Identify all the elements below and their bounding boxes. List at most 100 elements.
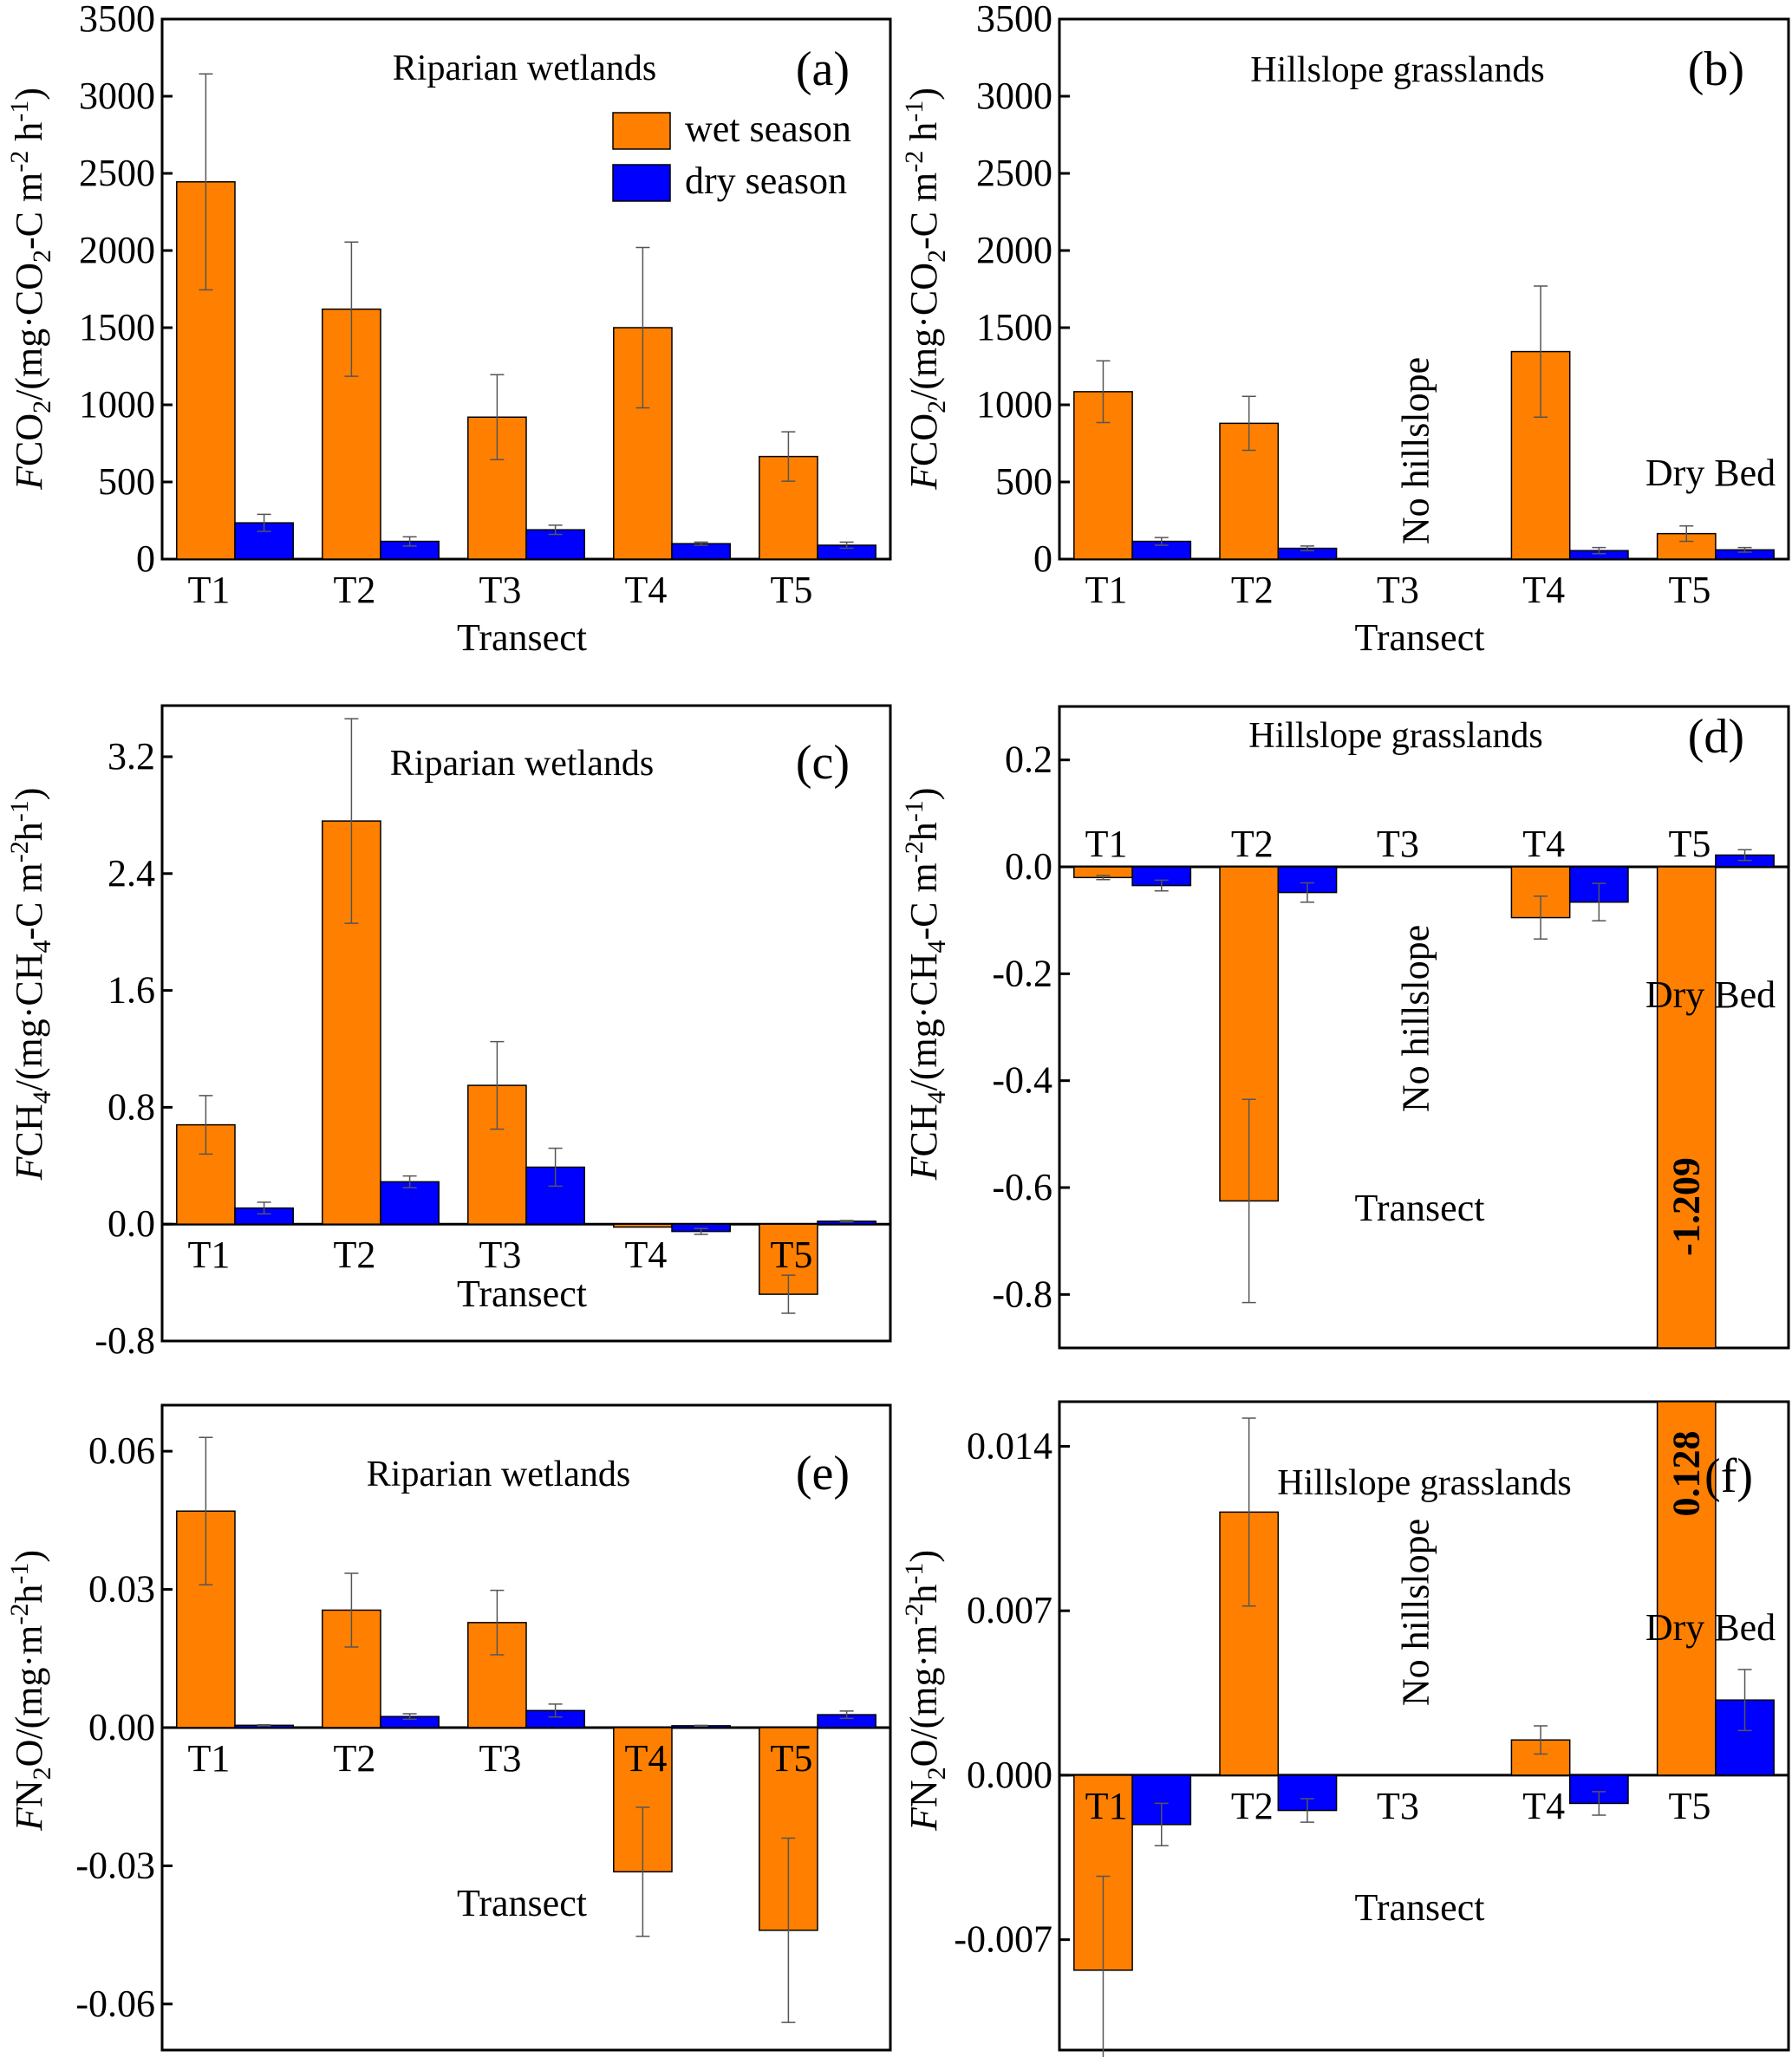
y-axis-label-part: 2 bbox=[922, 1767, 951, 1780]
dry-bed-note: Dry Bed bbox=[1645, 1606, 1776, 1649]
no-hillslope-note: No hillslope bbox=[1395, 1519, 1437, 1706]
no-hillslope-note: No hillslope bbox=[1395, 357, 1437, 544]
x-tick-label: T1 bbox=[188, 1234, 231, 1276]
y-tick-label: 1000 bbox=[79, 383, 155, 426]
y-tick-label: 2500 bbox=[79, 152, 155, 194]
x-tick-label: T2 bbox=[1231, 823, 1274, 865]
plot-frame bbox=[1058, 1400, 1790, 2052]
y-tick-label: 0.000 bbox=[967, 1754, 1052, 1796]
x-tick-label: T5 bbox=[1668, 569, 1711, 611]
y-tick-label: 2500 bbox=[976, 152, 1052, 194]
y-tick-label: 1500 bbox=[976, 306, 1052, 348]
x-tick-label: T2 bbox=[1231, 569, 1274, 611]
y-axis-label-part: -2 bbox=[900, 841, 929, 863]
y-tick-label: 0.03 bbox=[88, 1568, 155, 1611]
x-tick-label: T1 bbox=[1085, 823, 1128, 865]
y-tick-label: 0.0 bbox=[108, 1202, 155, 1245]
x-axis-label: Transect bbox=[457, 1273, 587, 1315]
y-axis-label-part: ) bbox=[8, 88, 50, 101]
annotation-label: Hillslope grasslands bbox=[1250, 50, 1544, 90]
dry-bed-note: Dry Bed bbox=[1645, 452, 1776, 494]
x-tick-label: T1 bbox=[188, 569, 231, 611]
x-tick-label: T1 bbox=[1085, 1785, 1128, 1827]
panel-c: -0.8 0.0 0.8 1.6 2.4 3.2 T1 T2 T3 T4 T5 Transect Rip… bbox=[5, 704, 892, 1362]
y-axis-label-part: h bbox=[8, 1585, 50, 1604]
x-tick-label: T1 bbox=[1085, 569, 1128, 611]
y-axis-label-part: F bbox=[903, 1806, 945, 1832]
x-tick-label: T4 bbox=[1522, 823, 1565, 865]
y-tick-label: 1.6 bbox=[108, 969, 155, 1012]
y-axis-label-part: F bbox=[903, 465, 945, 491]
legend-swatch bbox=[612, 164, 671, 202]
y-axis-label-part: -1 bbox=[900, 800, 929, 822]
y-axis-label-part: -1 bbox=[5, 800, 34, 822]
y-tick-label: -0.2 bbox=[992, 952, 1052, 994]
y-axis-label-part: O/(mg·m bbox=[8, 1625, 50, 1767]
y-axis-label-part: -2 bbox=[5, 1604, 34, 1625]
x-axis-label: Transect bbox=[457, 616, 587, 659]
bar-wet-season-T5 bbox=[1656, 1401, 1717, 1776]
x-tick-label: T5 bbox=[771, 1234, 813, 1276]
y-tick-label: 500 bbox=[995, 460, 1052, 503]
y-axis-label-part: /(mg·CO bbox=[903, 263, 945, 400]
x-axis-label: Transect bbox=[1355, 1886, 1485, 1929]
y-axis-label-part: F bbox=[903, 1155, 945, 1181]
y-axis-label-part: 2 bbox=[28, 1767, 56, 1780]
y-axis-label-part: F bbox=[8, 1806, 50, 1832]
y-tick-label: 0 bbox=[1033, 537, 1052, 580]
no-hillslope-note: No hillslope bbox=[1395, 925, 1437, 1112]
panel-label: (d) bbox=[1688, 710, 1744, 764]
bar-wet-season-T1 bbox=[176, 181, 236, 560]
y-tick-label: 3000 bbox=[976, 75, 1052, 117]
y-axis-label-part: h bbox=[903, 822, 945, 841]
y-axis-label-part: /(mg·CH bbox=[903, 953, 945, 1090]
y-tick-label: 3500 bbox=[79, 0, 155, 40]
y-axis-label-part: -2 bbox=[900, 151, 929, 173]
y-axis-label-part: F bbox=[8, 465, 50, 491]
y-axis-label-part: -C m bbox=[903, 173, 945, 250]
y-tick-label: 0.007 bbox=[967, 1589, 1052, 1631]
legend-label: dry season bbox=[685, 159, 847, 202]
y-axis-label-part: -1 bbox=[900, 1563, 929, 1585]
x-tick-label: T3 bbox=[1377, 569, 1419, 611]
y-axis-label-part: O/(mg·m bbox=[903, 1625, 945, 1767]
x-tick-label: T4 bbox=[1522, 569, 1565, 611]
x-tick-label: T2 bbox=[334, 1234, 376, 1276]
y-tick-label: 0.2 bbox=[1005, 739, 1052, 781]
y-axis-label-part: CO bbox=[8, 413, 50, 466]
y-axis-label: FCO2/(mg·CO2-C m-2 h-1) bbox=[5, 88, 56, 491]
y-tick-label: 0.8 bbox=[108, 1085, 155, 1128]
y-axis-label: FCH4/(mg·CH4-C m-2h-1) bbox=[900, 788, 951, 1181]
panel-label: (c) bbox=[796, 736, 850, 790]
x-tick-label: T2 bbox=[1231, 1785, 1274, 1827]
y-axis-label-part: h bbox=[903, 1585, 945, 1604]
y-tick-label: 2000 bbox=[976, 229, 1052, 271]
y-axis-label-part: h bbox=[903, 122, 945, 151]
y-axis-label-part: /(mg·CO bbox=[8, 263, 50, 400]
panel-label: (a) bbox=[796, 42, 850, 96]
x-axis-label: Transect bbox=[1355, 1187, 1485, 1229]
x-tick-label: T3 bbox=[479, 569, 522, 611]
x-tick-label: T4 bbox=[1522, 1785, 1565, 1827]
x-axis-label: Transect bbox=[1355, 616, 1485, 659]
y-tick-label: 0.06 bbox=[88, 1429, 155, 1472]
y-axis-label: FN2O/(mg·m-2h-1) bbox=[5, 1550, 56, 1832]
x-tick-label: T3 bbox=[1377, 823, 1419, 865]
y-axis-label-part: -C m bbox=[8, 173, 50, 250]
panel-label: (b) bbox=[1688, 42, 1744, 96]
annotation-label: Hillslope grasslands bbox=[1277, 1463, 1571, 1503]
legend-swatch bbox=[612, 112, 671, 150]
x-tick-label: T4 bbox=[625, 1234, 668, 1276]
y-tick-label: 0 bbox=[136, 537, 155, 580]
panel-b: 0 500 1000 1500 2000 2500 3000 3500 T1 T2 T3 T4 T5 Tr… bbox=[900, 0, 1790, 659]
y-axis-label-part: -C m bbox=[903, 863, 945, 940]
y-tick-label: -0.03 bbox=[75, 1844, 155, 1886]
x-axis-label: Transect bbox=[457, 1882, 587, 1924]
x-tick-label: T5 bbox=[771, 569, 813, 611]
annotation-label: Riparian wetlands bbox=[367, 1455, 630, 1494]
x-tick-label: T5 bbox=[1668, 1785, 1711, 1827]
y-tick-label: -0.06 bbox=[75, 1982, 155, 2025]
off-scale-value-label: 0.128 bbox=[1665, 1431, 1707, 1517]
y-axis-label-part: 4 bbox=[28, 1090, 56, 1103]
